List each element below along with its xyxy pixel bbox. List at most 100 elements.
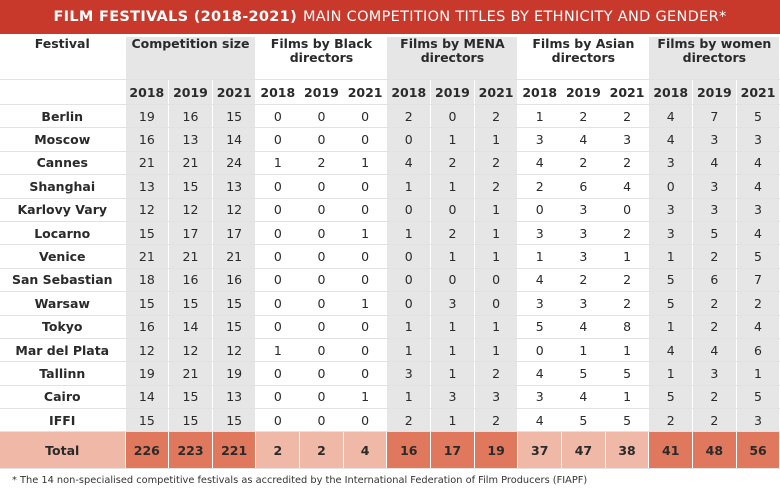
table-cell: 1 (386, 315, 432, 339)
table-cell: 0 (299, 127, 344, 152)
table-cell: 3 (648, 198, 694, 222)
table-cell: 1 (517, 104, 563, 129)
table-cell: 2 (605, 268, 650, 293)
total-cell: 4 (343, 431, 388, 470)
table-cell: 4 (736, 221, 780, 246)
year-header: 2018 (125, 79, 170, 105)
table-cell: 24 (212, 151, 257, 176)
table-cell: 1 (430, 408, 475, 433)
table-cell: 4 (648, 104, 694, 129)
festival-name: Tokyo (0, 315, 126, 339)
table-cell: 5 (648, 268, 694, 293)
total-label: Total (0, 431, 126, 470)
table-cell: 0 (255, 291, 301, 316)
year-header: 2019 (168, 79, 213, 105)
table-cell: 2 (692, 385, 737, 410)
table-cell: 0 (299, 268, 344, 293)
table-cell: 0 (386, 198, 432, 222)
table-cell: 0 (343, 338, 388, 363)
table-cell: 1 (386, 221, 432, 246)
table-cell: 4 (648, 338, 694, 363)
table-cell: 2 (299, 151, 344, 176)
table-cell: 5 (561, 361, 606, 386)
festival-name: Tallinn (0, 361, 126, 386)
table-cell: 1 (474, 244, 519, 269)
table-cell: 19 (125, 104, 170, 129)
table-cell: 0 (255, 385, 301, 410)
total-cell: 19 (474, 431, 519, 470)
table-title: FILM FESTIVALS (2018-2021) MAIN COMPETIT… (0, 0, 780, 34)
festival-name: Shanghai (0, 174, 126, 199)
table-cell: 1 (386, 385, 432, 410)
table-cell: 0 (299, 315, 344, 339)
table-cell: 15 (125, 291, 170, 316)
table-cell: 1 (736, 361, 780, 386)
table-row: Moscow 16 13 14 0 0 0 0 1 1 3 4 3 4 3 3 (0, 127, 780, 152)
table-cell: 0 (299, 361, 344, 386)
table-cell: 16 (212, 268, 257, 293)
table-cell: 15 (168, 385, 213, 410)
table-cell: 21 (168, 361, 213, 386)
table-cell: 3 (648, 151, 694, 176)
table-cell: 1 (474, 221, 519, 246)
table-cell: 4 (561, 315, 606, 339)
table-cell: 2 (430, 151, 475, 176)
table-cell: 3 (517, 221, 563, 246)
table-cell: 0 (255, 361, 301, 386)
table-cell: 5 (605, 408, 650, 433)
table-cell: 4 (692, 338, 737, 363)
table-cell: 12 (168, 338, 213, 363)
table-cell: 1 (605, 338, 650, 363)
table-cell: 0 (474, 291, 519, 316)
table-cell: 1 (343, 291, 388, 316)
table-row: San Sebastian 18 16 16 0 0 0 0 0 0 4 2 2 5 6 7 (0, 268, 780, 293)
total-cell: 221 (212, 431, 257, 470)
table-cell: 1 (605, 244, 650, 269)
table-cell: 0 (343, 104, 388, 129)
year-header: 2018 (517, 79, 563, 105)
table-cell: 15 (168, 291, 213, 316)
table-cell: 3 (430, 385, 475, 410)
table-cell: 2 (474, 104, 519, 129)
table-row: Warsaw 15 15 15 0 0 1 0 3 0 3 3 2 5 2 2 (0, 291, 780, 316)
year-header: 2019 (561, 79, 606, 105)
table-cell: 0 (343, 408, 388, 433)
table-cell: 2 (386, 408, 432, 433)
table-cell: 0 (299, 221, 344, 246)
table-cell: 0 (517, 338, 563, 363)
table-row: Shanghai 13 15 13 0 0 0 1 1 2 2 6 4 0 3 4 (0, 174, 780, 199)
table-cell: 0 (343, 315, 388, 339)
table-row: Cairo 14 15 13 0 0 1 1 3 3 3 4 1 5 2 5 (0, 385, 780, 410)
table-cell: 0 (299, 104, 344, 129)
table-cell: 0 (255, 408, 301, 433)
table-cell: 0 (255, 221, 301, 246)
total-cell: 47 (561, 431, 606, 470)
table-cell: 2 (692, 315, 737, 339)
table-cell: 0 (255, 268, 301, 293)
table-cell: 3 (692, 127, 737, 152)
title-bold: FILM FESTIVALS (2018-2021) (53, 9, 297, 25)
table-cell: 1 (605, 385, 650, 410)
table-cell: 0 (255, 315, 301, 339)
total-cell: 223 (168, 431, 213, 470)
table-cell: 15 (125, 221, 170, 246)
table-cell: 13 (212, 385, 257, 410)
table-cell: 13 (212, 174, 257, 199)
table-cell: 13 (125, 174, 170, 199)
festival-name: Moscow (0, 127, 126, 152)
table-cell: 12 (125, 338, 170, 363)
table-cell: 5 (736, 104, 780, 129)
table-cell: 3 (561, 291, 606, 316)
table-cell: 4 (648, 127, 694, 152)
table-cell: 2 (474, 174, 519, 199)
table-cell: 3 (736, 198, 780, 222)
table-cell: 3 (692, 198, 737, 222)
year-header: 2018 (386, 79, 432, 105)
table-cell: 0 (386, 127, 432, 152)
table-row: Locarno 15 17 17 0 0 1 1 2 1 3 3 2 3 5 4 (0, 221, 780, 246)
table-cell: 0 (430, 104, 475, 129)
table-row: IFFI 15 15 15 0 0 0 2 1 2 4 5 5 2 2 3 (0, 408, 780, 433)
table-cell: 2 (692, 408, 737, 433)
table-cell: 5 (692, 221, 737, 246)
table-cell: 1 (648, 361, 694, 386)
